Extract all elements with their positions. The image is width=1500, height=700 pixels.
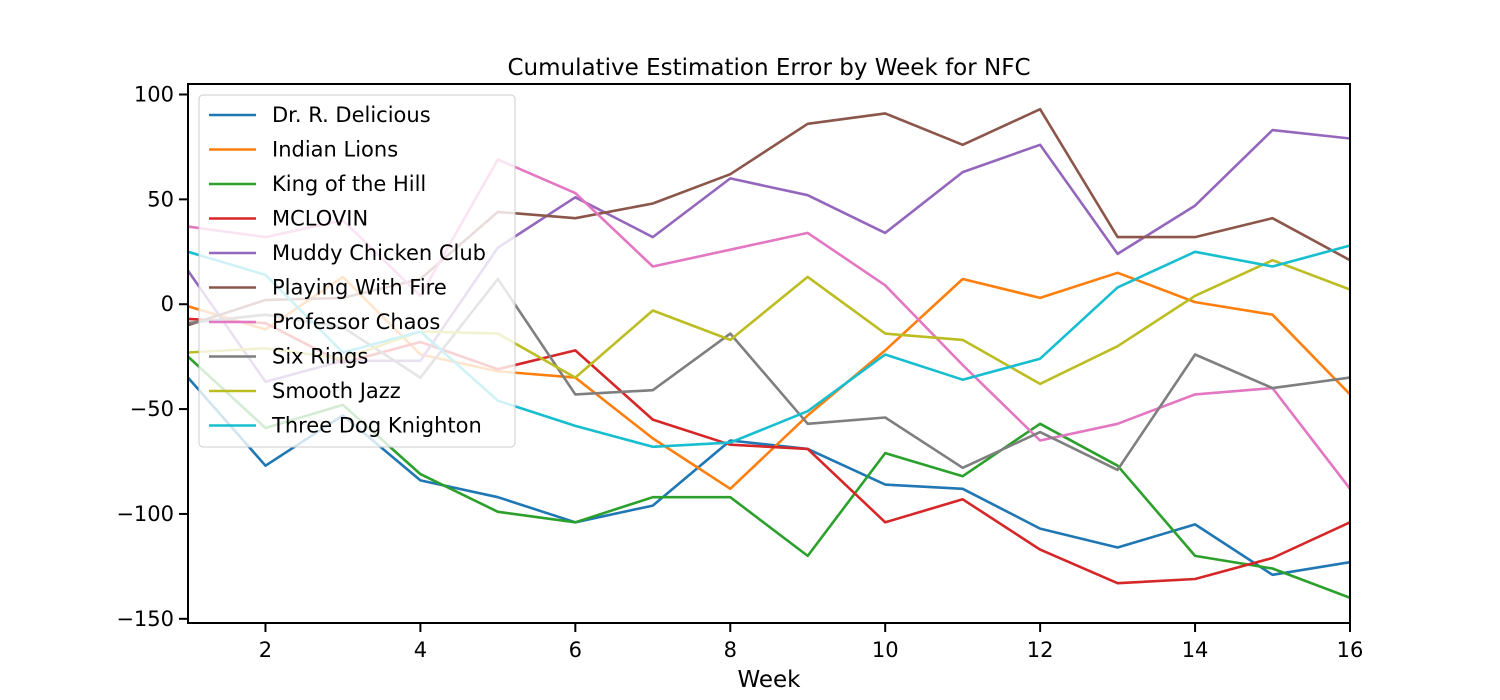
legend-label-1: Dr. R. Delicious (272, 103, 431, 127)
y-tick-label: 0 (161, 292, 174, 316)
series-line-1 (188, 376, 1350, 577)
y-tick-label: 50 (147, 187, 174, 211)
legend-label-7: Professor Chaos (272, 310, 440, 334)
legend-label-6: Playing With Fire (272, 276, 447, 300)
y-tick-label: −100 (116, 502, 174, 526)
y-axis: −150 −100 −50 0 50 100 (116, 82, 188, 631)
chart-title: Cumulative Estimation Error by Week for … (507, 55, 1030, 81)
legend-label-5: Muddy Chicken Club (272, 241, 486, 265)
x-tick-label: 2 (259, 638, 272, 662)
legend-label-2: Indian Lions (272, 138, 398, 162)
x-tick-label: 12 (1027, 638, 1054, 662)
x-tick-label: 4 (414, 638, 427, 662)
x-axis-label: Week (737, 667, 801, 693)
legend-label-10: Three Dog Knighton (271, 414, 482, 438)
legend-label-4: MCLOVIN (272, 207, 368, 231)
legend-label-9: Smooth Jazz (272, 379, 401, 403)
x-tick-label: 16 (1337, 638, 1364, 662)
x-tick-label: 14 (1182, 638, 1209, 662)
plot-frame (187, 83, 1351, 624)
x-axis: 2 4 6 8 10 12 14 16 (259, 623, 1364, 662)
y-tick-label: 100 (134, 82, 174, 106)
x-tick-label: 10 (872, 638, 899, 662)
x-tick-label: 8 (724, 638, 737, 662)
y-tick-label: −50 (130, 397, 174, 421)
y-tick-label: −150 (116, 607, 174, 631)
legend: Dr. R. Delicious Indian Lions King of the … (198, 94, 516, 448)
x-tick-label: 6 (569, 638, 582, 662)
legend-box (198, 94, 516, 448)
legend-label-8: Six Rings (272, 345, 368, 369)
legend-label-3: King of the Hill (272, 172, 426, 196)
